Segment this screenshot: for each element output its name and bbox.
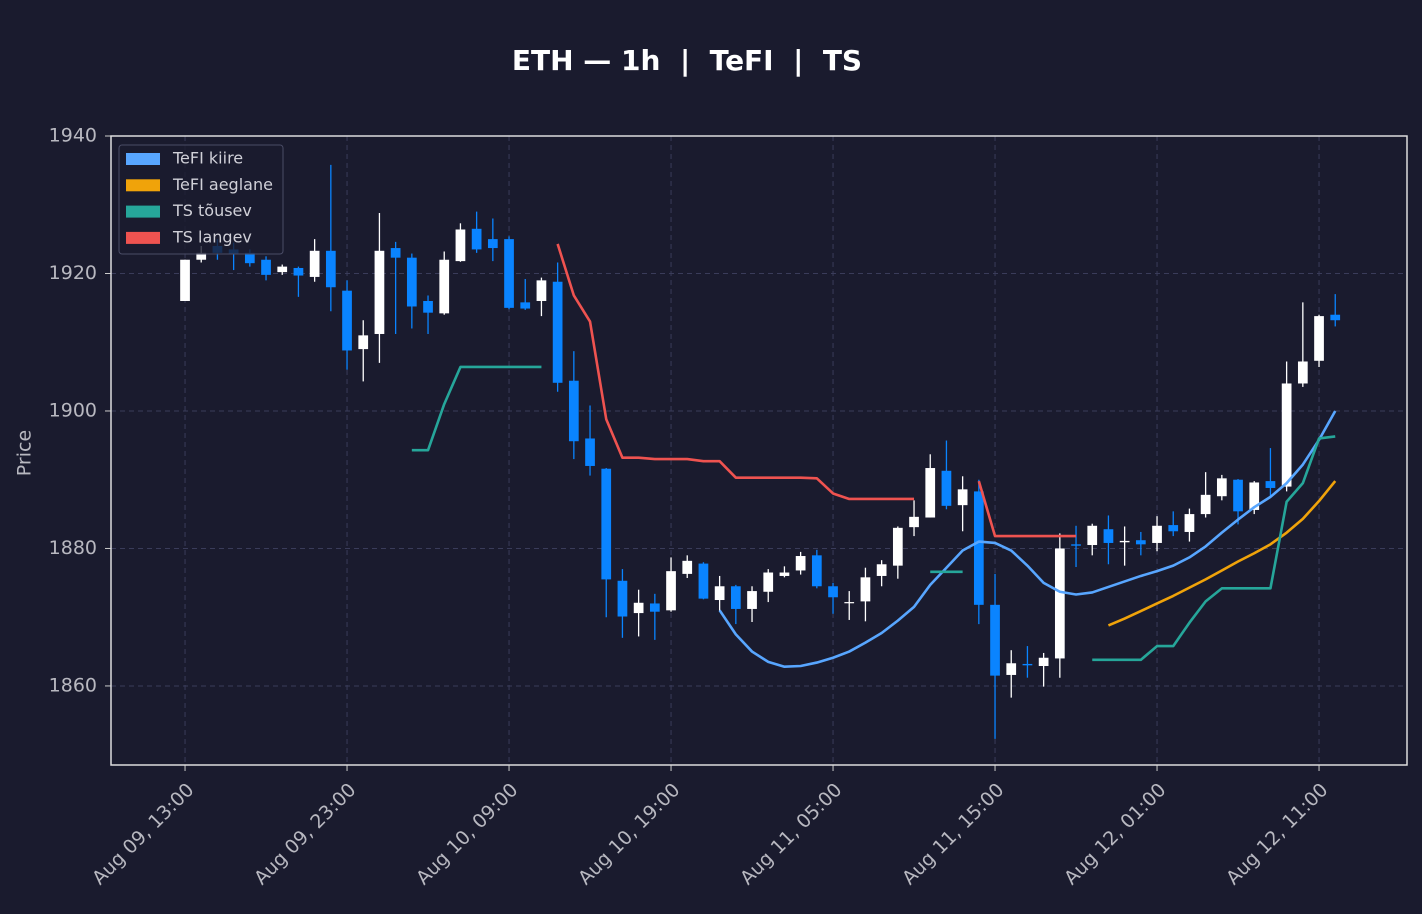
candle-body [1184, 514, 1195, 532]
candle-body [455, 229, 466, 262]
candle-body [1281, 383, 1292, 487]
candle-body [536, 280, 547, 301]
candle-body [180, 259, 190, 301]
candle-body [244, 252, 255, 264]
candle-body [909, 516, 919, 528]
candle-body [406, 257, 417, 307]
legend-label: TeFI kiire [172, 149, 243, 168]
candle-body [990, 604, 1000, 676]
candle-body [1200, 494, 1211, 515]
candle-body [828, 586, 838, 598]
candle-body [439, 259, 450, 314]
candle-body [504, 239, 514, 308]
candle-body [1168, 525, 1179, 532]
candle-body [1071, 544, 1081, 546]
candle-body [374, 250, 385, 334]
candle-body [1249, 482, 1260, 510]
candle-body [309, 250, 320, 277]
candle-body [1216, 478, 1227, 497]
candle-body [1233, 479, 1243, 512]
y-tick-label: 1860 [49, 674, 97, 696]
candle-body [1087, 525, 1098, 546]
candle-body [520, 302, 531, 309]
candle-body [261, 259, 271, 275]
candle-body [714, 586, 725, 601]
y-axis-label: Price [14, 430, 36, 476]
candle-body [682, 560, 693, 574]
candle-body [1297, 361, 1308, 384]
candle-body [633, 602, 644, 614]
candle-body [860, 577, 871, 602]
chart-title: ETH — 1h | TeFI | TS [512, 44, 862, 77]
candle-body [973, 491, 984, 605]
indicator-line [411, 365, 542, 452]
candle-body [552, 281, 563, 383]
candle-body [196, 252, 207, 260]
indicator-line [1107, 480, 1337, 627]
y-tick-label: 1880 [49, 537, 97, 559]
candle-body [1054, 548, 1065, 659]
candle-body [1038, 657, 1049, 667]
indicator-line [1092, 435, 1336, 662]
y-tick-label: 1900 [49, 399, 97, 421]
candle-body [568, 380, 579, 442]
candle-body [1006, 663, 1017, 675]
candle-body [1330, 314, 1341, 321]
candle-body [423, 300, 433, 313]
candle-body [358, 335, 369, 350]
candle-body [892, 527, 903, 566]
candle-body [1135, 540, 1146, 545]
y-tick-label: 1920 [49, 262, 97, 284]
legend-label: TS tõusev [172, 201, 252, 220]
candle-body [795, 556, 806, 571]
candle-body [293, 267, 304, 276]
candle-body [730, 586, 741, 609]
candle-body [844, 602, 855, 604]
candle-body [471, 228, 482, 250]
indicator-line [718, 410, 1337, 668]
legend-box [118, 144, 284, 255]
legend-swatch [126, 205, 160, 218]
candle-body [747, 591, 757, 609]
candle-body [585, 438, 595, 466]
candle-body [342, 290, 352, 351]
candle-body [876, 564, 887, 576]
candle-body [1265, 481, 1276, 488]
candle-body [1103, 529, 1114, 543]
candle-body [957, 489, 968, 506]
candle-body [325, 250, 336, 288]
candle-body [698, 563, 709, 599]
legend-swatch [126, 153, 160, 165]
candle-body [487, 239, 498, 249]
candle-body [925, 468, 936, 518]
legend-label: TS langev [172, 227, 252, 246]
legend-label: TeFI aeglane [172, 175, 273, 194]
legend-swatch [126, 231, 160, 244]
candle-body [779, 572, 790, 576]
candle-body [941, 470, 952, 506]
candle-body [1119, 540, 1130, 543]
indicator-line [977, 480, 1077, 538]
candle-body [1022, 663, 1033, 666]
candle-body [649, 603, 660, 612]
candle-body [1152, 525, 1162, 543]
candle-body [811, 555, 822, 587]
candle-body [617, 580, 628, 617]
legend-swatch [126, 179, 160, 192]
indicator-line [556, 243, 915, 501]
candle-body [763, 572, 774, 592]
candle-body [666, 571, 676, 611]
candle-body [601, 468, 612, 580]
plot-frame [110, 135, 1408, 766]
candle-body [1314, 316, 1324, 361]
candle-body [390, 248, 401, 258]
y-tick-label: 1940 [49, 125, 97, 147]
candle-body [277, 266, 288, 273]
